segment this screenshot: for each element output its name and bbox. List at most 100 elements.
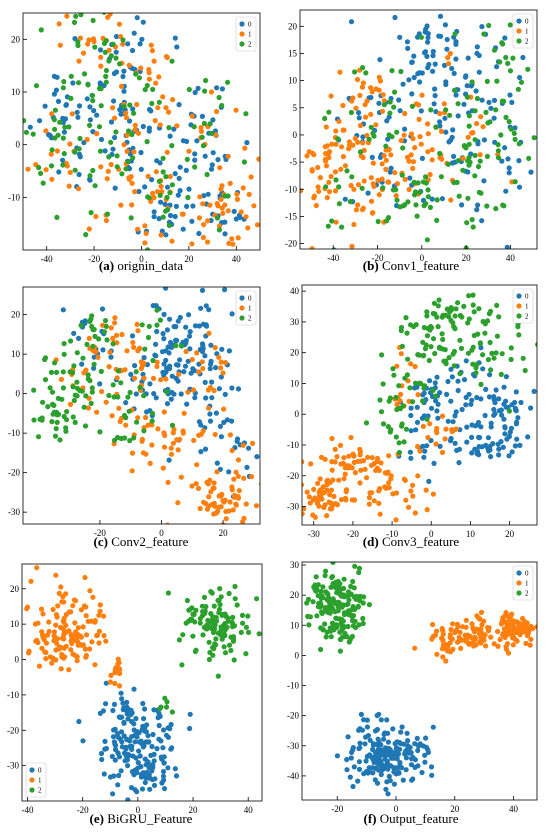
data-point-class-0 (87, 104, 93, 110)
data-point-class-1 (89, 639, 95, 645)
data-point-class-1 (445, 55, 451, 61)
data-point-class-1 (194, 462, 200, 468)
data-point-class-1 (101, 633, 107, 639)
data-point-class-1 (368, 111, 374, 117)
data-point-class-2 (431, 300, 437, 306)
data-point-class-2 (360, 615, 366, 622)
data-point-class-1 (310, 497, 317, 503)
data-point-class-1 (339, 144, 345, 150)
data-point-class-2 (121, 104, 127, 110)
data-point-class-0 (207, 366, 213, 372)
data-point-class-2 (208, 611, 214, 617)
data-point-class-0 (98, 750, 105, 757)
data-point-class-1 (74, 658, 80, 664)
data-point-class-0 (356, 727, 362, 733)
data-point-class-2 (430, 310, 436, 317)
data-point-class-2 (328, 634, 334, 640)
data-point-class-0 (244, 464, 250, 470)
data-point-class-0 (142, 184, 148, 190)
data-point-class-0 (378, 742, 384, 748)
data-point-class-2 (169, 58, 175, 64)
data-point-class-1 (156, 74, 162, 80)
data-point-class-2 (154, 322, 160, 328)
data-point-class-0 (363, 734, 369, 740)
data-point-class-2 (465, 158, 471, 164)
x-tick-label: 0 (429, 529, 434, 539)
data-point-class-1 (544, 629, 549, 634)
data-point-class-0 (156, 216, 162, 222)
data-point-class-1 (107, 349, 113, 355)
data-point-class-1 (233, 501, 239, 507)
data-point-class-0 (186, 312, 192, 318)
legend-marker-0 (516, 293, 522, 299)
data-point-class-0 (189, 218, 195, 224)
data-point-class-2 (52, 107, 59, 113)
data-point-class-1 (342, 163, 348, 169)
data-point-class-1 (103, 638, 109, 644)
data-point-class-0 (424, 23, 430, 29)
data-point-class-0 (443, 81, 449, 88)
data-point-class-1 (90, 594, 96, 600)
data-point-class-1 (360, 140, 366, 146)
data-point-class-0 (158, 199, 164, 205)
data-point-class-1 (84, 136, 90, 143)
data-point-class-2 (451, 179, 457, 186)
legend-marker-1 (239, 305, 245, 311)
data-point-class-1 (471, 629, 478, 635)
data-point-class-1 (235, 473, 241, 479)
data-point-class-1 (440, 654, 446, 660)
data-point-class-2 (200, 143, 206, 149)
data-point-class-2 (71, 19, 78, 25)
data-point-class-2 (497, 59, 503, 65)
data-point-class-2 (512, 136, 518, 142)
data-point-class-2 (411, 179, 417, 185)
data-point-class-0 (363, 758, 369, 764)
data-point-class-2 (363, 420, 370, 426)
legend-marker-2 (239, 41, 245, 47)
data-point-class-1 (460, 155, 466, 161)
data-point-class-0 (514, 436, 520, 442)
data-point-class-0 (167, 133, 173, 139)
data-point-class-0 (118, 729, 125, 735)
data-point-class-1 (135, 348, 141, 354)
data-point-class-0 (370, 770, 376, 776)
data-point-class-2 (89, 92, 95, 99)
data-point-class-2 (494, 302, 500, 308)
data-point-class-1 (241, 515, 247, 522)
data-point-class-2 (36, 164, 42, 171)
data-point-class-2 (101, 13, 107, 15)
data-point-class-1 (456, 634, 462, 640)
data-point-class-1 (375, 177, 381, 183)
data-point-class-2 (57, 119, 63, 125)
data-point-class-2 (316, 601, 322, 607)
data-point-class-1 (439, 635, 445, 641)
data-point-class-1 (97, 608, 103, 614)
data-point-class-1 (383, 166, 389, 172)
data-point-class-2 (92, 183, 98, 189)
data-point-class-2 (522, 367, 528, 374)
data-point-class-1 (378, 460, 384, 466)
data-point-class-2 (516, 141, 522, 147)
data-point-class-0 (161, 786, 168, 792)
data-point-class-1 (338, 461, 344, 467)
data-point-class-1 (107, 13, 113, 17)
data-point-class-0 (81, 140, 87, 146)
data-point-class-0 (485, 435, 491, 441)
data-point-class-1 (341, 455, 347, 461)
data-point-class-0 (493, 387, 499, 393)
subplot-caption: (d) Conv3_feature (363, 534, 460, 549)
data-point-class-0 (124, 711, 130, 717)
data-point-class-0 (190, 203, 196, 209)
data-point-class-0 (146, 774, 152, 780)
data-point-class-1 (458, 645, 464, 652)
data-point-class-0 (448, 398, 454, 404)
data-point-class-1 (98, 54, 104, 60)
data-point-class-2 (436, 297, 442, 303)
data-point-class-1 (58, 624, 64, 631)
data-point-class-0 (168, 396, 174, 402)
data-point-class-1 (351, 453, 357, 459)
x-tick-label: -40 (41, 254, 53, 264)
data-point-class-0 (513, 389, 519, 395)
data-point-class-1 (153, 80, 159, 86)
data-point-class-1 (67, 169, 73, 175)
